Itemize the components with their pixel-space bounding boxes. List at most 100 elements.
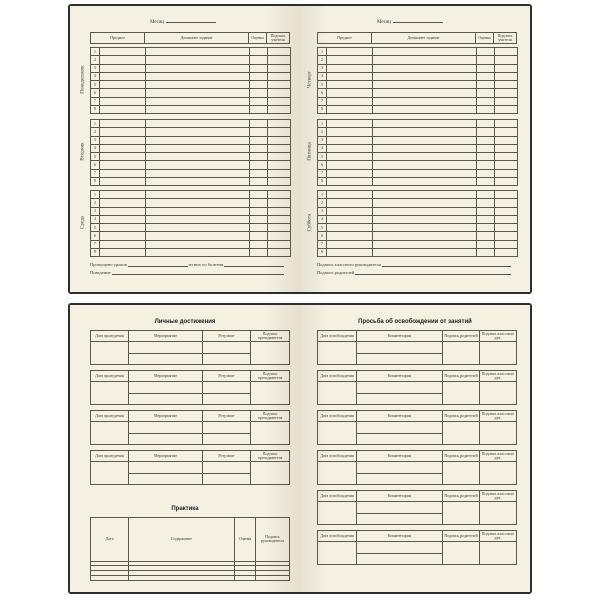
lesson-cell[interactable] [326, 198, 373, 208]
lesson-cell[interactable] [476, 71, 495, 82]
lesson-cell[interactable] [99, 214, 146, 225]
entry-cell[interactable] [128, 472, 203, 485]
lesson-cell[interactable] [145, 206, 250, 216]
date-cell[interactable] [90, 461, 129, 485]
entry-cell[interactable] [356, 461, 443, 474]
lesson-cell[interactable] [372, 143, 477, 154]
entry-cell[interactable] [356, 381, 443, 394]
lesson-cell[interactable] [326, 239, 373, 249]
lesson-cell[interactable] [494, 189, 518, 200]
lesson-cell[interactable] [326, 222, 373, 233]
lesson-cell[interactable] [249, 96, 268, 106]
signature-cell[interactable] [479, 341, 517, 365]
lesson-cell[interactable] [249, 127, 268, 137]
lesson-cell[interactable] [99, 198, 146, 208]
lesson-cell[interactable] [372, 206, 477, 216]
lesson-cell[interactable] [145, 143, 250, 154]
lesson-cell[interactable] [145, 189, 250, 200]
teacher-signature-blank[interactable] [381, 262, 511, 267]
lesson-cell[interactable] [145, 46, 250, 57]
lesson-cell[interactable] [326, 168, 373, 178]
lesson-cell[interactable] [145, 127, 250, 137]
lesson-cell[interactable] [249, 176, 268, 187]
lesson-cell[interactable] [249, 71, 268, 82]
lesson-cell[interactable] [99, 96, 146, 106]
entry-cell[interactable] [128, 341, 203, 354]
lesson-cell[interactable] [267, 247, 291, 258]
lesson-cell[interactable] [145, 104, 250, 115]
lesson-cell[interactable] [476, 206, 495, 216]
lesson-cell[interactable] [494, 151, 518, 162]
lesson-cell[interactable] [267, 239, 291, 249]
lesson-cell[interactable] [326, 206, 373, 216]
date-cell[interactable] [317, 341, 357, 365]
lesson-cell[interactable] [267, 198, 291, 208]
entry-cell[interactable] [356, 541, 443, 554]
lesson-cell[interactable] [326, 214, 373, 225]
lesson-cell[interactable] [249, 222, 268, 233]
lesson-cell[interactable] [249, 214, 268, 225]
entry-cell[interactable] [356, 352, 443, 365]
lesson-cell[interactable] [494, 79, 518, 90]
entry-cell[interactable] [356, 552, 443, 565]
entry-cell[interactable] [356, 392, 443, 405]
date-cell[interactable] [90, 381, 129, 405]
entry-cell[interactable] [442, 421, 480, 445]
signature-cell[interactable] [479, 421, 517, 445]
lesson-cell[interactable] [494, 206, 518, 216]
lesson-cell[interactable] [249, 55, 268, 65]
signature-cell[interactable] [250, 381, 290, 405]
lesson-cell[interactable] [494, 88, 518, 98]
lesson-cell[interactable] [494, 118, 518, 129]
lesson-cell[interactable] [145, 231, 250, 241]
lesson-cell[interactable] [249, 151, 268, 162]
lesson-cell[interactable] [476, 96, 495, 106]
lesson-cell[interactable] [476, 222, 495, 233]
lesson-cell[interactable] [372, 247, 477, 258]
lesson-cell[interactable] [326, 247, 373, 258]
lesson-cell[interactable] [476, 135, 495, 145]
lesson-cell[interactable] [99, 46, 146, 57]
lesson-cell[interactable] [372, 46, 477, 57]
lesson-cell[interactable] [99, 231, 146, 241]
lesson-cell[interactable] [494, 176, 518, 187]
lesson-cell[interactable] [99, 160, 146, 170]
lesson-cell[interactable] [145, 168, 250, 178]
lesson-cell[interactable] [494, 222, 518, 233]
missed-lessons-blank[interactable] [224, 262, 285, 267]
lesson-cell[interactable] [326, 231, 373, 241]
lesson-cell[interactable] [145, 79, 250, 90]
lesson-cell[interactable] [326, 79, 373, 90]
lesson-cell[interactable] [267, 151, 291, 162]
lesson-cell[interactable] [494, 247, 518, 258]
lesson-cell[interactable] [326, 55, 373, 65]
lesson-cell[interactable] [99, 143, 146, 154]
lesson-cell[interactable] [476, 143, 495, 154]
entry-cell[interactable] [128, 381, 203, 394]
signature-cell[interactable] [479, 541, 517, 565]
lesson-cell[interactable] [372, 176, 477, 187]
lesson-cell[interactable] [372, 118, 477, 129]
lesson-cell[interactable] [99, 88, 146, 98]
lesson-cell[interactable] [99, 168, 146, 178]
entry-cell[interactable] [356, 341, 443, 354]
lesson-cell[interactable] [494, 96, 518, 106]
lesson-cell[interactable] [494, 168, 518, 178]
lesson-cell[interactable] [267, 189, 291, 200]
lesson-cell[interactable] [249, 231, 268, 241]
entry-cell[interactable] [356, 512, 443, 525]
date-cell[interactable] [317, 461, 357, 485]
entry-cell[interactable] [442, 381, 480, 405]
lesson-cell[interactable] [145, 96, 250, 106]
lesson-cell[interactable] [326, 160, 373, 170]
lesson-cell[interactable] [145, 222, 250, 233]
lesson-cell[interactable] [267, 214, 291, 225]
lesson-cell[interactable] [145, 247, 250, 258]
lesson-cell[interactable] [99, 135, 146, 145]
signature-cell[interactable] [479, 501, 517, 525]
lesson-cell[interactable] [476, 55, 495, 65]
lesson-cell[interactable] [372, 160, 477, 170]
lesson-cell[interactable] [326, 151, 373, 162]
lesson-cell[interactable] [326, 118, 373, 129]
lesson-cell[interactable] [372, 198, 477, 208]
